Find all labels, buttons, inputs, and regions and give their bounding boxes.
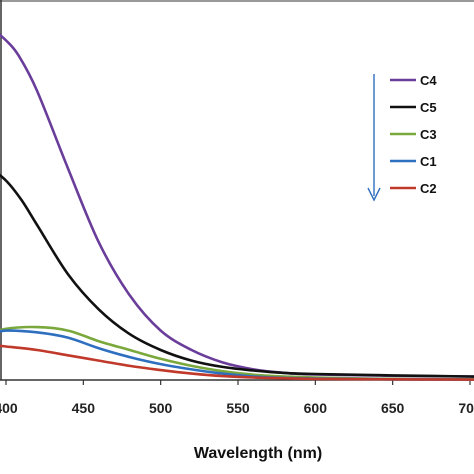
legend-label-c3: C3 [420, 127, 437, 142]
x-tick-label: 450 [72, 400, 96, 416]
x-tick-labels: 400 450 500 550 600 650 700 [0, 400, 474, 416]
x-tick-label: 650 [381, 400, 405, 416]
legend: C4 C5 C3 C1 C2 [367, 73, 437, 202]
legend-label-c2: C2 [420, 181, 437, 196]
series-line-c2 [0, 344, 474, 381]
x-axis-title: Wavelength (nm) [194, 445, 322, 462]
legend-label-c5: C5 [420, 100, 437, 115]
series-lines [0, 33, 474, 381]
x-tick-label: 600 [304, 400, 328, 416]
axes [0, 0, 474, 385]
series-line-c5 [0, 173, 474, 378]
x-tick-label: 700 [458, 400, 474, 416]
x-tick-label: 400 [0, 400, 18, 416]
legend-label-c4: C4 [420, 73, 437, 88]
series-line-c3 [0, 325, 474, 381]
legend-label-c1: C1 [420, 154, 437, 169]
x-tick-label: 500 [149, 400, 173, 416]
legend-arrow-down-icon [367, 187, 381, 202]
x-tick-label: 550 [226, 400, 250, 416]
